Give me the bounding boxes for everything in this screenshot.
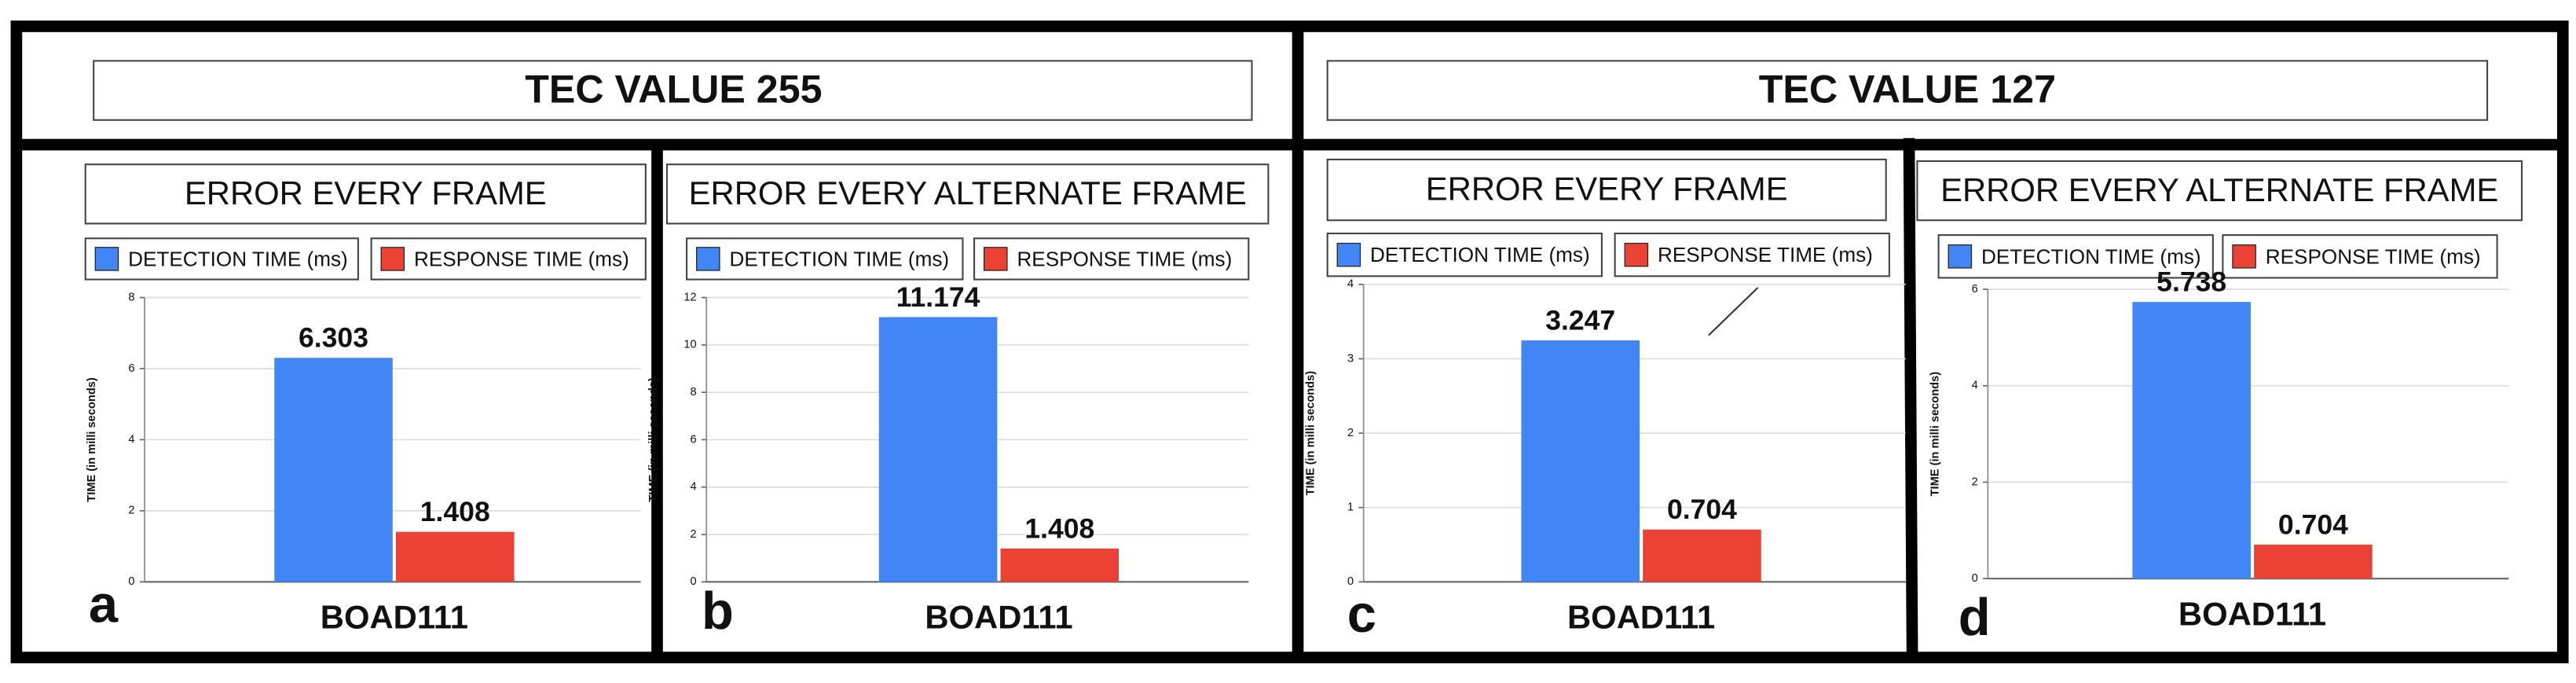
header-title: TEC VALUE 127 (1759, 67, 2056, 111)
stray-line (1708, 287, 1759, 336)
chart-title-box (84, 163, 647, 225)
y-tick-label: 12 (683, 291, 696, 303)
header-title: TEC VALUE 255 (525, 67, 822, 111)
y-tick-label: 6 (1972, 283, 1978, 296)
header-box (1326, 60, 2489, 121)
chart-title-box (1916, 160, 2523, 222)
legend-box (370, 237, 647, 281)
y-axis-label: TIME (in milli seconds) (1305, 371, 1317, 496)
bar (274, 358, 393, 582)
legend-swatch (696, 247, 720, 271)
value-label: 0.704 (1667, 494, 1737, 525)
header-box (93, 60, 1253, 121)
legend-label: DETECTION TIME (ms) (729, 247, 949, 270)
y-tick-label: 6 (691, 433, 697, 446)
outer-border (10, 20, 2569, 663)
y-axis-label: TIME (in milli seconds) (1929, 372, 1941, 497)
legend-swatch (1624, 242, 1649, 267)
legend-label: RESPONSE TIME (ms) (1658, 243, 1873, 266)
chart-title-box (665, 163, 1270, 225)
y-tick-label: 2 (691, 528, 697, 541)
y-tick-label: 2 (128, 505, 134, 517)
bar (395, 531, 515, 582)
x-tick-label: BOAD111 (2178, 595, 2326, 632)
bar (1000, 548, 1119, 582)
y-tick-label: 4 (1972, 380, 1978, 392)
x-tick-label: BOAD111 (925, 598, 1072, 635)
value-label: 11.174 (896, 281, 980, 313)
panel-letter: a (89, 575, 119, 633)
bar (2132, 302, 2251, 579)
value-label: 5.738 (2156, 266, 2226, 298)
divider (1903, 138, 1918, 658)
panel-letter: b (702, 582, 734, 641)
value-label: 1.408 (1024, 512, 1094, 544)
value-label: 0.704 (2278, 509, 2348, 540)
legend-box (2222, 234, 2498, 279)
legend-box (1937, 234, 2214, 279)
bar (1643, 529, 1761, 582)
legend-swatch (984, 247, 1008, 271)
y-tick-label: 3 (1347, 352, 1354, 365)
bar (1521, 340, 1640, 582)
legend-box (84, 237, 359, 281)
y-tick-label: 2 (1972, 476, 1978, 488)
y-tick-label: 8 (128, 291, 134, 303)
y-axis-label: TIME (in milli seconds) (647, 377, 660, 502)
legend-box (686, 237, 964, 281)
legend-label: RESPONSE TIME (ms) (1017, 247, 1232, 270)
y-tick-label: 10 (683, 339, 696, 351)
legend-swatch (94, 247, 119, 271)
value-label: 3.247 (1545, 304, 1615, 336)
chart-title: ERROR EVERY FRAME (1426, 171, 1788, 207)
legend-swatch (1948, 244, 1973, 269)
legend-label: RESPONSE TIME (ms) (414, 247, 629, 270)
bar (2254, 544, 2373, 579)
panel-letter: c (1347, 585, 1376, 644)
y-tick-label: 4 (1347, 278, 1354, 291)
legend-label: DETECTION TIME (ms) (1981, 244, 2201, 268)
legend-swatch (380, 247, 405, 271)
legend-label: DETECTION TIME (ms) (128, 247, 348, 270)
y-axis-label: TIME (in milli seconds) (86, 377, 98, 502)
bar (878, 317, 998, 582)
y-tick-label: 4 (691, 481, 697, 494)
chart-title: ERROR EVERY ALTERNATE FRAME (1940, 171, 2498, 208)
y-tick-label: 8 (691, 386, 697, 398)
y-tick-label: 0 (1347, 575, 1354, 588)
value-label: 6.303 (299, 322, 368, 354)
legend-label: RESPONSE TIME (ms) (2266, 244, 2481, 268)
legend-box (1614, 232, 1890, 277)
y-tick-label: 0 (1972, 572, 1978, 585)
x-tick-label: BOAD111 (1567, 598, 1715, 635)
chart-title: ERROR EVERY FRAME (185, 174, 547, 211)
x-tick-label: BOAD111 (321, 598, 468, 635)
legend-box (973, 237, 1250, 281)
legend-label: DETECTION TIME (ms) (1370, 243, 1590, 266)
y-tick-label: 0 (691, 575, 697, 588)
legend-swatch (2232, 244, 2256, 269)
y-tick-label: 2 (1347, 427, 1354, 439)
y-tick-label: 6 (128, 362, 134, 375)
y-tick-label: 4 (128, 433, 134, 446)
y-tick-label: 1 (1347, 501, 1354, 514)
y-tick-label: 0 (128, 575, 134, 588)
panel-letter: d (1959, 588, 1991, 647)
legend-box (1326, 232, 1603, 277)
value-label: 1.408 (420, 496, 490, 527)
chart-title-box (1326, 158, 1887, 222)
legend-swatch (1336, 242, 1361, 267)
chart-title: ERROR EVERY ALTERNATE FRAME (689, 174, 1247, 211)
